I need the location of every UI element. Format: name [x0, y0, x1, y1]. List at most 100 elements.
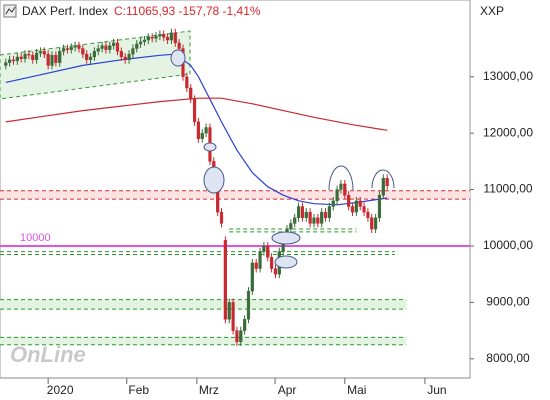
y-tick-label: 11000,00 — [483, 182, 532, 196]
candle-body — [34, 52, 39, 61]
y-tick-label: 13000,00 — [483, 69, 533, 83]
x-tick-label: Jun — [427, 383, 446, 397]
candle-body — [335, 189, 339, 202]
candle-body — [246, 290, 251, 320]
candle-body — [385, 178, 389, 187]
candle-body — [4, 62, 8, 66]
candle-body — [65, 48, 70, 50]
candle-body — [273, 268, 278, 275]
candle-body — [250, 262, 254, 292]
candle-body — [374, 217, 378, 230]
candle-body — [316, 217, 320, 224]
candle-body — [135, 43, 139, 49]
candle-body — [227, 302, 231, 320]
candle-body — [42, 51, 46, 55]
level-label: 10000 — [20, 232, 51, 244]
candle-body — [38, 51, 43, 54]
candle-body — [104, 45, 108, 50]
index-icon — [3, 4, 17, 18]
chart-subtitle: C:11065,93 -157,78 -1,41% — [114, 4, 261, 18]
candle-body — [289, 223, 293, 230]
candle-body — [366, 211, 370, 218]
candle-body — [73, 45, 77, 48]
candle-body — [31, 55, 35, 61]
ellipse — [274, 255, 298, 269]
candle-body — [27, 53, 31, 56]
candle-body — [173, 32, 177, 44]
candle-body — [165, 37, 170, 41]
candle-body — [293, 217, 297, 224]
candle-body — [69, 47, 73, 50]
candle-body — [46, 53, 50, 66]
candle-body — [269, 257, 274, 269]
candle-body — [19, 56, 23, 59]
candle-body — [146, 37, 150, 41]
x-tick-label: Mrz — [199, 383, 219, 397]
candle-body — [243, 319, 247, 331]
candle-body — [343, 183, 347, 196]
y-tick-label: 12000,00 — [483, 125, 533, 139]
candle-body — [258, 251, 262, 269]
x-tick-label: Mai — [347, 383, 366, 397]
candle-body — [362, 206, 366, 213]
trend-channel — [0, 30, 191, 100]
candle-body — [81, 48, 85, 55]
corner-label: XXP — [480, 4, 504, 18]
candle-body — [381, 178, 385, 196]
candle-body — [158, 34, 162, 37]
chart-title: DAX Perf. Index — [22, 4, 108, 18]
candle-body — [370, 217, 374, 230]
candle-body — [358, 200, 362, 207]
candle-body — [108, 45, 112, 50]
candle-body — [300, 206, 305, 218]
candle-body — [88, 56, 93, 61]
candle-body — [119, 51, 123, 58]
candle-body — [58, 51, 62, 63]
x-tick-label: Feb — [128, 383, 149, 397]
candle-body — [8, 59, 12, 63]
candle-body — [15, 56, 19, 62]
candle-body — [204, 127, 208, 134]
candle-body — [192, 99, 197, 123]
candle-body — [266, 245, 270, 258]
candle-body — [327, 206, 331, 218]
candle-body — [177, 42, 181, 49]
ellipse — [271, 231, 301, 245]
candle-body — [112, 42, 116, 46]
watermark: OnLine — [10, 342, 86, 367]
x-tick-label: Apr — [278, 383, 297, 397]
zone-fill — [0, 299, 407, 310]
candle-body — [139, 41, 143, 45]
candle-body — [61, 48, 66, 52]
candle-body — [231, 302, 235, 331]
candle-body — [50, 55, 54, 66]
candle-body — [131, 48, 135, 55]
candle-body — [154, 35, 158, 39]
zone-fill — [0, 337, 407, 345]
candle-body — [196, 121, 201, 139]
candle-body — [96, 48, 100, 52]
candle-body — [123, 56, 127, 61]
candle-body — [262, 245, 266, 252]
candle-body — [320, 211, 324, 224]
candle-body — [142, 39, 147, 42]
candle-body — [347, 195, 351, 207]
candle-body — [219, 211, 224, 224]
candle-body — [223, 240, 227, 320]
candle-body — [185, 76, 189, 89]
y-tick-label: 10000,00 — [483, 238, 533, 252]
x-tick-label: 2020 — [47, 383, 74, 397]
annotations — [170, 49, 395, 269]
index-icon-line — [5, 6, 16, 15]
candle-body — [350, 206, 355, 213]
candle-body — [308, 211, 312, 224]
candle-body — [127, 53, 131, 61]
y-tick-label: 9000,00 — [486, 295, 530, 309]
candle-body — [239, 330, 243, 343]
candle-body — [296, 206, 301, 218]
ellipse — [170, 49, 186, 67]
candle-body — [150, 37, 154, 39]
candle-body — [92, 51, 96, 58]
candle-body — [200, 132, 204, 139]
